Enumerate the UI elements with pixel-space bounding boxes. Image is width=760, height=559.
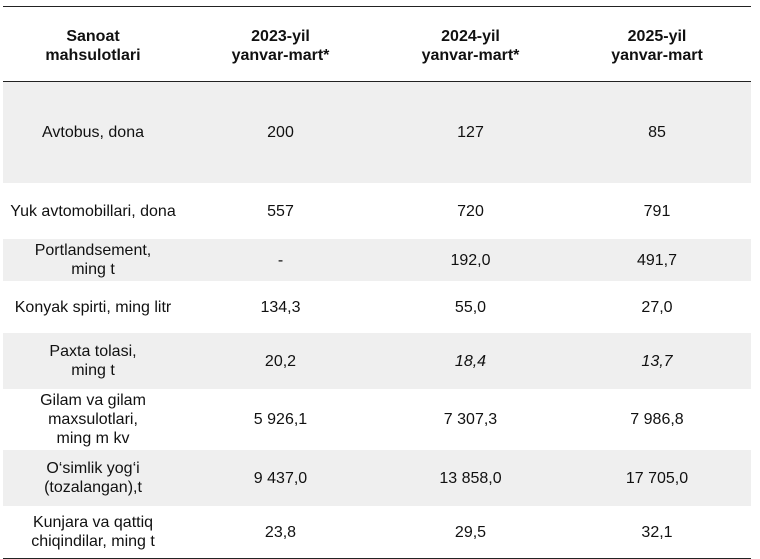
value-2025: 791 [643,202,671,220]
value-2023: 134,3 [260,298,301,316]
row-name-line: O‘simlik yog‘i [46,460,140,477]
value-2024: 7 307,3 [443,411,498,428]
header-product: Sanoat mahsulotlari [3,23,183,65]
value-2023: 5 926,1 [253,411,308,428]
header-2024: 2024-yil yanvar-mart* [378,23,563,65]
row-name-line: ming m kv [56,430,130,447]
row-name: Portlandsement, ming t [3,241,183,279]
production-table: Sanoat mahsulotlari 2023-yil yanvar-mart… [3,6,751,559]
row-name: Avtobus, dona [3,123,183,142]
row-name-line: maxsulotlari, [48,411,138,428]
value-2023: 20,2 [264,352,297,370]
row-name-line: Portlandsement, [34,242,152,259]
header-product-line2: mahsulotlari [45,47,141,64]
value-2025: 491,7 [636,251,678,269]
header-2025: 2025-yil yanvar-mart [563,23,751,65]
row-name-line: Yuk avtomobillari, dona [10,202,176,220]
value-2024: 13 858,0 [439,469,502,487]
row-name: Konyak spirti, ming litr [3,298,183,317]
table-row: Konyak spirti, ming litr 134,3 55,0 27,0 [3,281,751,333]
value-2025: 85 [648,124,666,141]
value-2023: 9 437,0 [253,469,308,487]
row-name: O‘simlik yog‘i (tozalangan),t [3,459,183,497]
table-row: Kunjara va qattiq chiqindilar, ming t 23… [3,506,751,559]
table-row: Avtobus, dona 200 127 85 [3,82,751,183]
table-row: O‘simlik yog‘i (tozalangan),t 9 437,0 13… [3,450,751,506]
value-2023: - [277,251,284,269]
value-2025: 17 705,0 [625,469,689,487]
row-name-line: Paxta tolasi, [49,343,137,360]
header-2023-line2: yanvar-mart* [231,47,330,64]
value-2023: 200 [267,124,294,141]
header-2024-line1: 2024-yil [441,28,500,45]
value-2023: 557 [267,202,294,220]
table-row: Yuk avtomobillari, dona 557 720 791 [3,183,751,239]
table-header: Sanoat mahsulotlari 2023-yil yanvar-mart… [3,6,751,82]
value-2024: 18,4 [454,352,487,370]
header-2025-line2: yanvar-mart [611,47,703,64]
value-2023: 23,8 [264,523,297,541]
value-2025: 32,1 [641,523,673,541]
row-name-line: chiqindilar, ming t [31,533,155,550]
value-2025: 13,7 [641,352,673,370]
value-2025: 27,0 [641,298,673,316]
row-name: Paxta tolasi, ming t [3,342,183,380]
row-name: Kunjara va qattiq chiqindilar, ming t [3,513,183,551]
value-2025: 7 986,8 [630,411,684,428]
header-product-line1: Sanoat [66,28,120,45]
row-name-line: Kunjara va qattiq [32,514,154,531]
row-name: Gilam va gilam maxsulotlari, ming m kv [3,391,183,448]
row-name-line: ming t [71,362,115,379]
row-name: Yuk avtomobillari, dona [3,202,183,221]
row-name-line: Gilam va gilam [40,392,146,409]
value-2024: 192,0 [450,251,491,269]
row-name-line: Konyak spirti, ming litr [14,298,172,316]
row-name-line: Avtobus, dona [41,124,144,141]
value-2024: 55,0 [454,298,487,316]
value-2024: 29,5 [454,523,487,541]
row-name-line: ming t [71,261,115,278]
row-name-line: (tozalangan),t [44,479,142,496]
header-2023: 2023-yil yanvar-mart* [183,23,378,65]
header-2025-line1: 2025-yil [627,28,687,45]
table-row: Portlandsement, ming t - 192,0 491,7 [3,239,751,281]
header-2024-line2: yanvar-mart* [421,47,520,64]
table-row: Gilam va gilam maxsulotlari, ming m kv 5… [3,389,751,450]
header-2023-line1: 2023-yil [251,28,310,45]
table-row: Paxta tolasi, ming t 20,2 18,4 13,7 [3,333,751,389]
value-2024: 720 [457,202,484,220]
value-2024: 127 [457,124,484,141]
